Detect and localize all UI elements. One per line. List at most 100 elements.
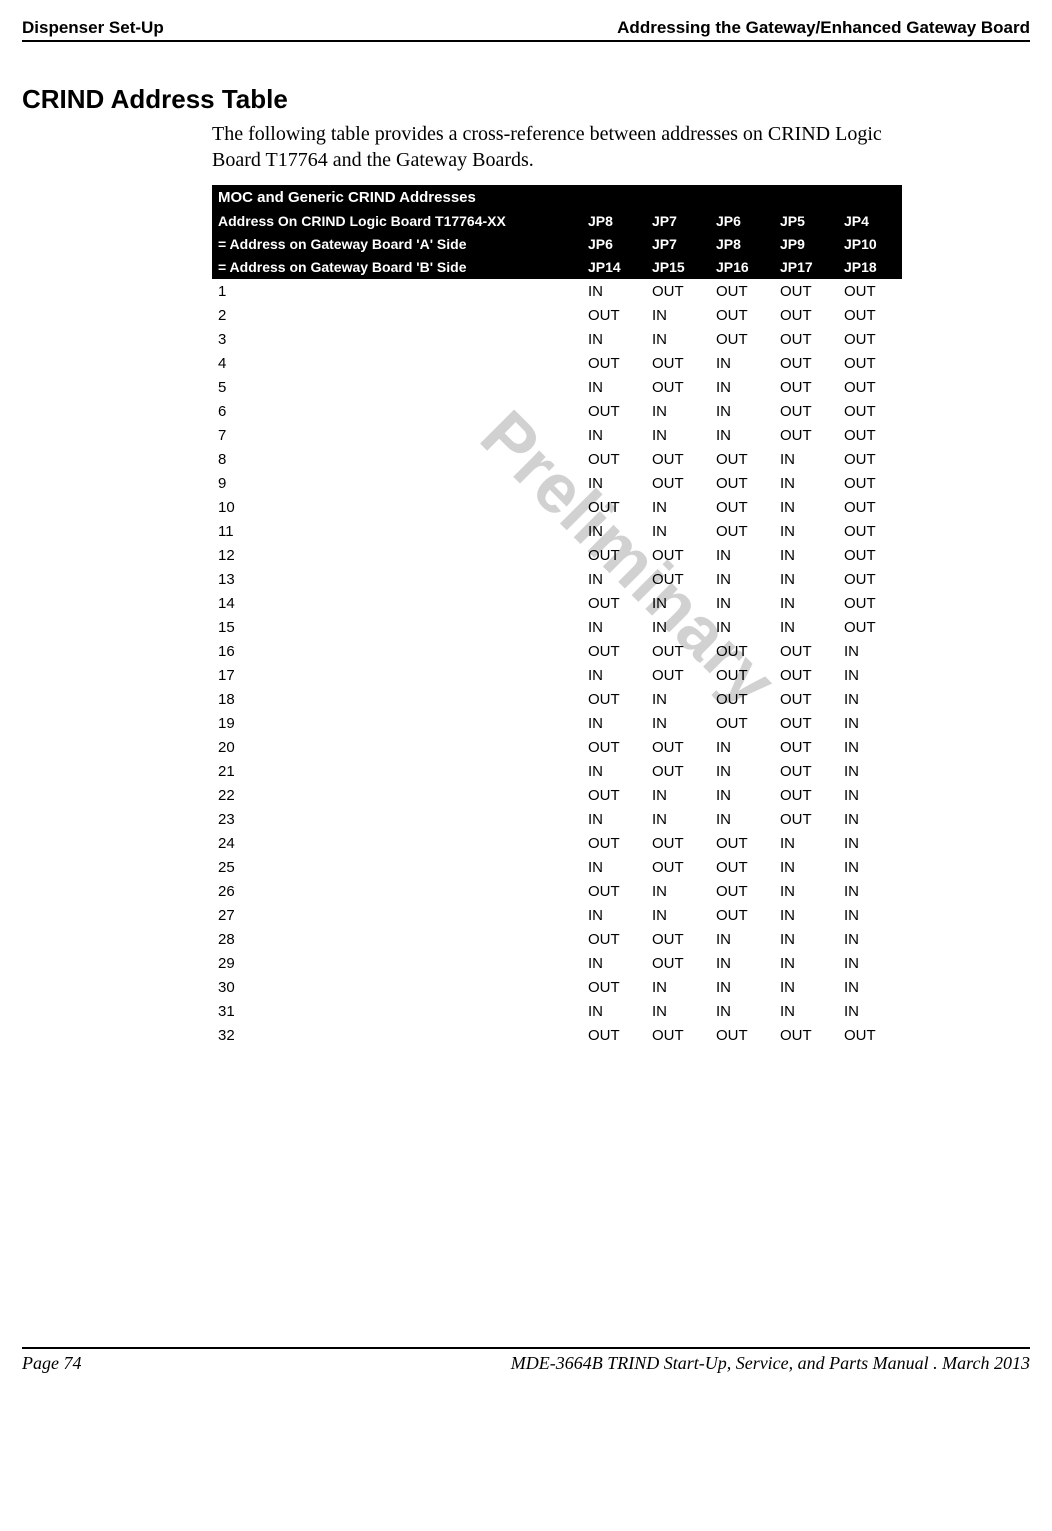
table-header-col: JP16 — [710, 255, 774, 279]
table-cell-address: 16 — [212, 639, 582, 663]
table-cell-value: IN — [838, 639, 902, 663]
table-cell-value: OUT — [582, 783, 646, 807]
table-cell-value: OUT — [838, 375, 902, 399]
table-cell-value: OUT — [838, 327, 902, 351]
table-cell-value: IN — [774, 447, 838, 471]
table-row: 11ININOUTINOUT — [212, 519, 902, 543]
table-cell-address: 22 — [212, 783, 582, 807]
table-cell-value: OUT — [774, 663, 838, 687]
table-cell-value: OUT — [774, 711, 838, 735]
table-cell-value: OUT — [582, 639, 646, 663]
table-cell-value: OUT — [838, 591, 902, 615]
table-cell-value: IN — [710, 999, 774, 1023]
table-row: 27ININOUTININ — [212, 903, 902, 927]
table-header-label: = Address on Gateway Board 'A' Side — [212, 232, 582, 255]
table-cell-value: OUT — [774, 351, 838, 375]
table-header-col: JP14 — [582, 255, 646, 279]
table-cell-value: OUT — [710, 831, 774, 855]
table-row: 24OUTOUTOUTININ — [212, 831, 902, 855]
table-cell-value: IN — [774, 999, 838, 1023]
table-header-label: = Address on Gateway Board 'B' Side — [212, 255, 582, 279]
table-cell-value: OUT — [646, 567, 710, 591]
table-cell-address: 27 — [212, 903, 582, 927]
address-table-wrap: Preliminary MOC and Generic CRIND Addres… — [212, 185, 1030, 1047]
table-cell-value: IN — [582, 999, 646, 1023]
table-cell-value: OUT — [710, 519, 774, 543]
table-cell-value: OUT — [774, 807, 838, 831]
table-row: 9INOUTOUTINOUT — [212, 471, 902, 495]
table-row: 13INOUTININOUT — [212, 567, 902, 591]
table-row: 20OUTOUTINOUTIN — [212, 735, 902, 759]
table-cell-value: IN — [774, 951, 838, 975]
table-cell-value: IN — [774, 831, 838, 855]
table-cell-value: IN — [646, 423, 710, 447]
table-row: 18OUTINOUTOUTIN — [212, 687, 902, 711]
table-cell-value: IN — [838, 831, 902, 855]
table-row: 28OUTOUTINININ — [212, 927, 902, 951]
table-cell-value: IN — [710, 351, 774, 375]
table-cell-value: OUT — [838, 519, 902, 543]
table-cell-value: IN — [838, 951, 902, 975]
table-row: 7INININOUTOUT — [212, 423, 902, 447]
table-cell-value: IN — [646, 303, 710, 327]
table-cell-value: IN — [774, 591, 838, 615]
table-cell-value: IN — [646, 711, 710, 735]
footer-page: Page 74 — [22, 1353, 81, 1374]
table-cell-value: IN — [710, 399, 774, 423]
table-cell-value: OUT — [582, 879, 646, 903]
crind-address-table: MOC and Generic CRIND AddressesAddress O… — [212, 185, 902, 1047]
table-cell-address: 4 — [212, 351, 582, 375]
table-cell-value: IN — [582, 567, 646, 591]
table-cell-value: IN — [646, 807, 710, 831]
table-cell-address: 26 — [212, 879, 582, 903]
table-cell-value: IN — [582, 471, 646, 495]
table-cell-value: OUT — [774, 687, 838, 711]
table-cell-value: IN — [774, 927, 838, 951]
table-cell-value: OUT — [838, 567, 902, 591]
table-cell-value: IN — [838, 687, 902, 711]
table-cell-address: 13 — [212, 567, 582, 591]
table-row: 32OUTOUTOUTOUTOUT — [212, 1023, 902, 1047]
table-row: 30OUTININININ — [212, 975, 902, 999]
table-cell-value: IN — [582, 759, 646, 783]
table-cell-value: IN — [646, 687, 710, 711]
table-cell-value: IN — [838, 999, 902, 1023]
table-cell-value: OUT — [838, 279, 902, 304]
table-cell-value: IN — [838, 879, 902, 903]
table-cell-value: OUT — [710, 471, 774, 495]
table-cell-value: IN — [838, 855, 902, 879]
table-cell-value: IN — [646, 615, 710, 639]
table-cell-value: OUT — [774, 639, 838, 663]
table-row: 23INININOUTIN — [212, 807, 902, 831]
table-cell-value: IN — [774, 855, 838, 879]
table-cell-address: 30 — [212, 975, 582, 999]
table-cell-value: OUT — [774, 1023, 838, 1047]
page-header: Dispenser Set-Up Addressing the Gateway/… — [22, 18, 1030, 42]
table-cell-value: IN — [774, 903, 838, 927]
table-cell-value: IN — [710, 735, 774, 759]
table-cell-value: OUT — [710, 855, 774, 879]
table-cell-value: IN — [710, 975, 774, 999]
table-cell-value: OUT — [582, 1023, 646, 1047]
table-cell-value: OUT — [646, 279, 710, 304]
table-cell-value: IN — [710, 423, 774, 447]
header-left: Dispenser Set-Up — [22, 18, 164, 38]
table-header-col: JP6 — [710, 209, 774, 232]
page-footer: Page 74 MDE-3664B TRIND Start-Up, Servic… — [22, 1347, 1030, 1374]
table-cell-value: IN — [838, 975, 902, 999]
table-row: 2OUTINOUTOUTOUT — [212, 303, 902, 327]
table-cell-address: 2 — [212, 303, 582, 327]
table-cell-value: IN — [582, 663, 646, 687]
table-cell-value: IN — [646, 495, 710, 519]
table-cell-address: 14 — [212, 591, 582, 615]
table-cell-value: OUT — [646, 927, 710, 951]
table-cell-value: OUT — [838, 1023, 902, 1047]
table-cell-value: IN — [710, 759, 774, 783]
table-cell-value: OUT — [838, 615, 902, 639]
table-header-row: Address On CRIND Logic Board T17764-XXJP… — [212, 209, 902, 232]
table-cell-value: IN — [774, 567, 838, 591]
table-cell-value: OUT — [710, 327, 774, 351]
table-header-col: JP15 — [646, 255, 710, 279]
table-cell-value: IN — [582, 279, 646, 304]
table-cell-address: 20 — [212, 735, 582, 759]
